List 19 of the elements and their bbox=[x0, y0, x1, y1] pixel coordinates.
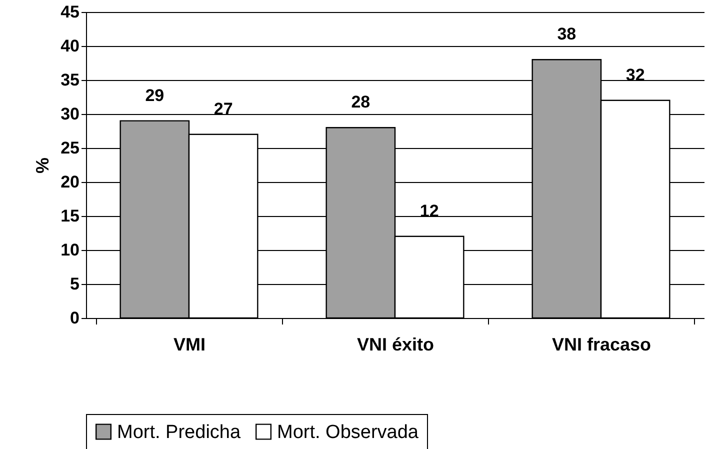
data-label: 28 bbox=[351, 92, 370, 112]
y-tick-label: 25 bbox=[60, 138, 80, 158]
x-tick-label: VNI fracaso bbox=[552, 334, 652, 354]
legend-label: Mort. Observada bbox=[277, 422, 419, 443]
y-tick-label: 40 bbox=[60, 36, 80, 56]
legend-label: Mort. Predicha bbox=[117, 422, 241, 443]
x-tick-label: VNI éxito bbox=[356, 334, 434, 354]
y-tick-label: 10 bbox=[60, 240, 80, 260]
y-tick-label: 30 bbox=[60, 104, 80, 124]
y-axis-title: % bbox=[32, 157, 53, 174]
y-tick-label: 5 bbox=[70, 274, 80, 294]
data-label: 29 bbox=[145, 86, 164, 105]
y-tick-label: 0 bbox=[70, 308, 80, 328]
y-tick-label: 35 bbox=[60, 70, 80, 90]
y-tick-label: 45 bbox=[60, 2, 80, 22]
y-tick-label: 15 bbox=[60, 206, 80, 226]
y-tick-label: 20 bbox=[60, 172, 80, 192]
data-label: 38 bbox=[557, 24, 576, 44]
x-tick-label: VMI bbox=[173, 334, 206, 354]
